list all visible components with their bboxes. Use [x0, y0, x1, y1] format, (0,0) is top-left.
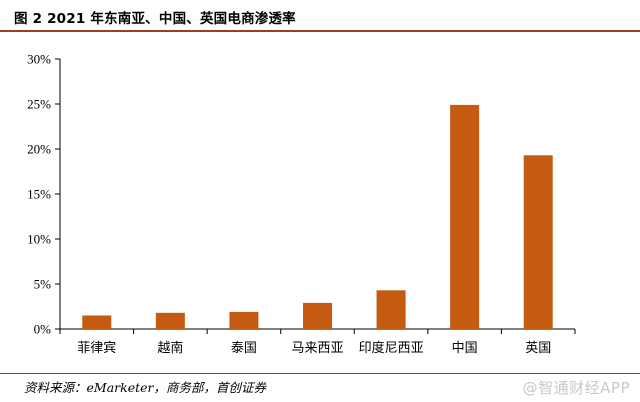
bar	[376, 290, 406, 329]
y-tick-label: 15%	[27, 187, 51, 202]
x-tick-label: 泰国	[231, 341, 257, 356]
x-tick-label: 马来西亚	[291, 341, 343, 356]
x-tick-label: 越南	[157, 340, 183, 356]
x-tick-label: 英国	[525, 341, 551, 356]
source-note: 资料来源：eMarketer，商务部，首创证券	[24, 380, 266, 395]
chart-title: 图 2 2021 年东南亚、中国、英国电商渗透率	[14, 11, 296, 27]
top-rule	[0, 30, 640, 32]
bar	[82, 315, 112, 329]
x-tick-label: 菲律宾	[77, 340, 116, 356]
bar	[523, 155, 553, 329]
y-tick-label: 5%	[34, 277, 52, 292]
x-tick-label: 中国	[452, 341, 478, 356]
y-tick-label: 25%	[27, 97, 51, 112]
bar	[450, 104, 480, 330]
bar	[155, 312, 185, 329]
bottom-rule	[0, 373, 640, 374]
watermark: @智通财经APP	[522, 379, 630, 397]
bar	[229, 311, 259, 329]
y-tick-label: 20%	[27, 142, 51, 157]
y-tick-label: 0%	[34, 322, 52, 337]
y-tick-label: 10%	[27, 232, 51, 247]
y-tick-label: 30%	[27, 52, 51, 67]
bar	[303, 302, 332, 329]
x-tick-label: 印度尼西亚	[359, 340, 424, 356]
